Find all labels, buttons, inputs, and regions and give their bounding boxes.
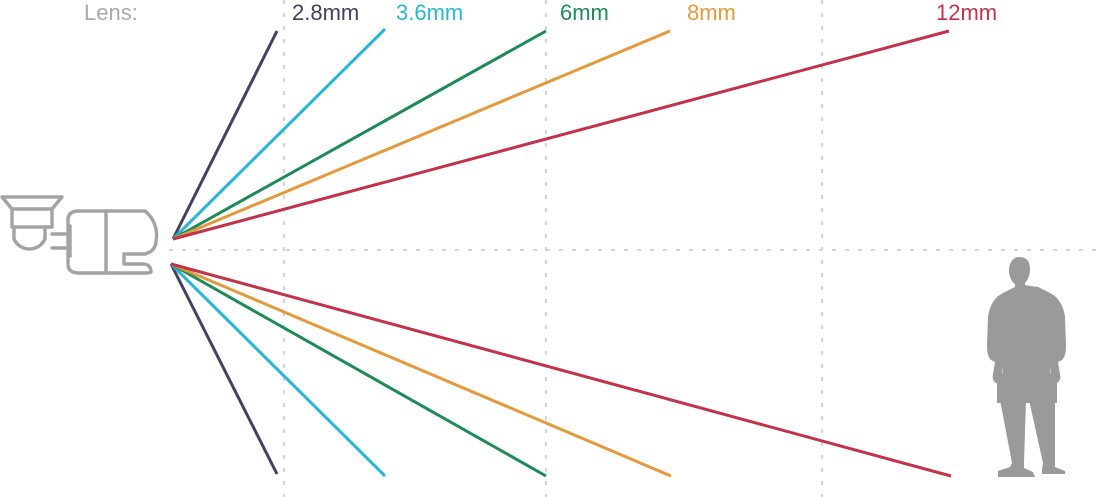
svg-text:2.8mm: 2.8mm	[292, 0, 359, 25]
svg-text:8mm: 8mm	[687, 0, 736, 25]
svg-text:6mm: 6mm	[560, 0, 609, 25]
svg-text:3.6mm: 3.6mm	[396, 0, 463, 25]
svg-text:12mm: 12mm	[936, 0, 997, 25]
svg-text:Lens:: Lens:	[84, 0, 138, 25]
